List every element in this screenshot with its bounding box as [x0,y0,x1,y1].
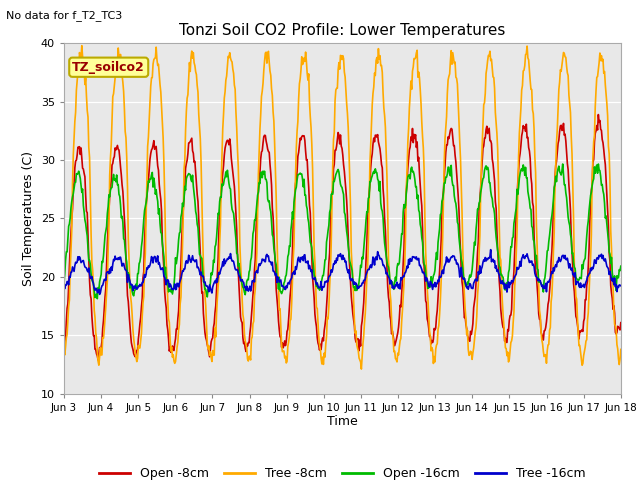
Tree -16cm [487,247,495,252]
Tree -16cm [70,268,78,274]
Text: No data for f_T2_TC3: No data for f_T2_TC3 [6,10,123,21]
Open -8cm [428,341,435,347]
Open -16cm [128,288,136,294]
Tree -8cm [60,346,68,351]
Tree -16cm [411,254,419,260]
Tree -16cm [60,283,68,289]
Tree -8cm [617,347,625,352]
Open -16cm [428,274,435,279]
Tree -8cm [128,312,136,318]
Open -16cm [617,263,625,269]
Title: Tonzi Soil CO2 Profile: Lower Temperatures: Tonzi Soil CO2 Profile: Lower Temperatur… [179,23,506,38]
Tree -8cm [78,43,86,48]
Open -16cm [559,161,566,167]
Open -16cm [70,186,78,192]
Open -16cm [93,296,101,301]
Tree -16cm [428,280,435,286]
Y-axis label: Soil Temperatures (C): Soil Temperatures (C) [22,151,35,286]
Open -8cm [185,140,193,146]
Line: Tree -16cm: Tree -16cm [64,250,621,294]
Open -8cm [70,180,78,186]
Open -8cm [128,344,136,349]
Open -16cm [60,281,68,287]
Tree -8cm [412,55,419,61]
X-axis label: Time: Time [327,415,358,429]
Open -8cm [617,320,625,325]
Tree -8cm [358,366,365,372]
Open -8cm [595,112,602,118]
Tree -8cm [185,75,193,81]
Tree -8cm [214,284,222,290]
Tree -16cm [214,273,222,279]
Text: TZ_soilco2: TZ_soilco2 [72,61,145,74]
Open -8cm [60,349,68,355]
Legend: Open -8cm, Tree -8cm, Open -16cm, Tree -16cm: Open -8cm, Tree -8cm, Open -16cm, Tree -… [94,462,591,480]
Open -8cm [94,357,102,363]
Line: Tree -8cm: Tree -8cm [64,46,621,369]
Line: Open -16cm: Open -16cm [64,164,621,299]
Tree -8cm [70,136,78,142]
Tree -16cm [185,252,193,258]
Line: Open -8cm: Open -8cm [64,115,621,360]
Open -16cm [411,176,419,182]
Tree -8cm [428,345,436,350]
Open -16cm [185,171,193,177]
Tree -16cm [128,282,136,288]
Tree -16cm [617,283,625,288]
Tree -16cm [96,291,104,297]
Open -16cm [214,210,222,216]
Open -8cm [214,256,222,262]
Open -8cm [411,135,419,141]
